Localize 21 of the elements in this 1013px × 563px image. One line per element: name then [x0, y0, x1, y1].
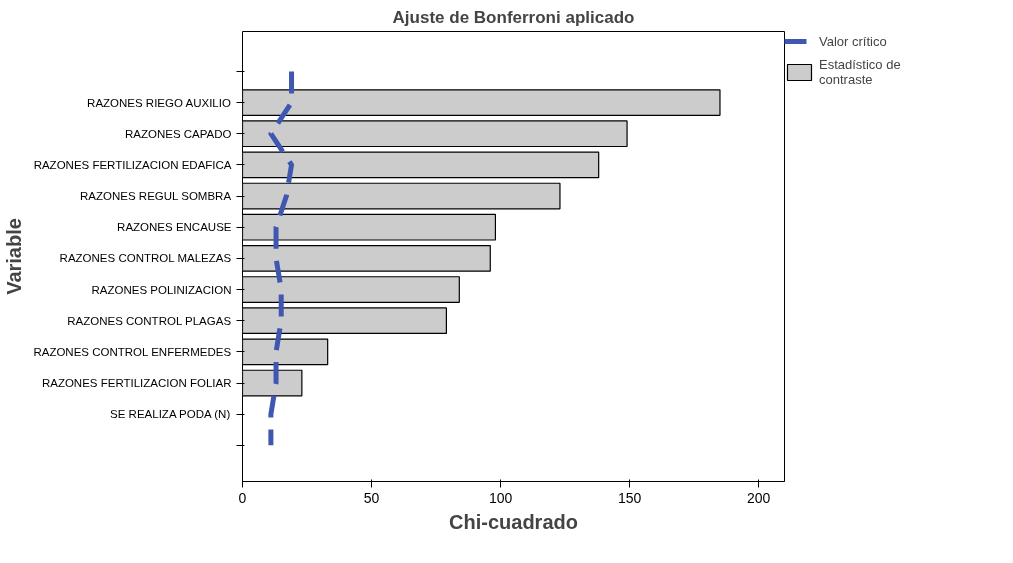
y-axis-title: Variable	[3, 218, 26, 295]
x-tick-label: 50	[363, 489, 380, 506]
y-tick-label: RAZONES RIEGO AUXILIO	[87, 96, 231, 109]
legend-label: Valor crítico	[819, 33, 887, 49]
x-axis-title: Chi-cuadrado	[449, 510, 578, 533]
legend-label: Estadístico de contraste	[819, 57, 901, 87]
y-tick-label: RAZONES CONTROL MALEZAS	[59, 252, 232, 265]
y-tick-label: RAZONES REGUL SOMBRA	[80, 190, 232, 203]
y-tick-label: RAZONES POLINIZACION	[91, 283, 232, 296]
x-tick-label: 200	[747, 489, 771, 506]
y-tick-label: RAZONES ENCAUSE	[117, 221, 232, 234]
y-tick-label: SE REALIZA PODA (N)	[110, 408, 231, 421]
x-tick-label: 0	[238, 489, 247, 506]
y-tick-label: RAZONES CONTROL ENFERMEDES	[33, 345, 232, 358]
chart-title: Ajuste de Bonferroni aplicado	[392, 7, 635, 27]
y-tick-label: RAZONES FERTILIZACION EDAFICA	[33, 158, 232, 171]
x-tick-label: 100	[488, 489, 513, 506]
y-tick-label: RAZONES FERTILIZACION FOLIAR	[41, 377, 232, 390]
x-tick-label: 150	[617, 489, 642, 506]
y-tick-label: RAZONES CONTROL PLAGAS	[67, 314, 232, 327]
y-tick-label: RAZONES CAPADO	[125, 127, 232, 140]
